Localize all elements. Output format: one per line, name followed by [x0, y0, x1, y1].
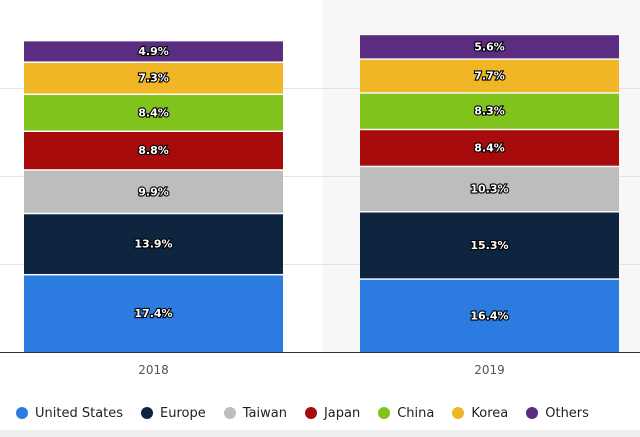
legend-item-others[interactable]: Others: [526, 406, 589, 421]
legend-label: Korea: [471, 405, 509, 421]
bar-segment-taiwan-2018[interactable]: [24, 170, 283, 213]
legend-item-europe[interactable]: Europe: [141, 406, 206, 421]
legend-dot-icon: [378, 407, 391, 419]
bar-segment-united-states-2019[interactable]: [360, 279, 619, 352]
legend-label: China: [397, 405, 435, 421]
bar-segment-china-2019[interactable]: [360, 93, 619, 129]
legend-dot-icon: [16, 407, 28, 419]
bar-segment-europe-2019[interactable]: [360, 212, 619, 279]
legend-dot-icon: [304, 407, 317, 419]
legend-label: Japan: [323, 405, 361, 421]
data-label: 16.4%: [470, 309, 508, 322]
bar-segment-japan-2018[interactable]: [24, 132, 283, 170]
data-label: 8.4%: [138, 106, 169, 119]
data-label: 15.3%: [470, 239, 508, 252]
data-label: 9.9%: [138, 185, 169, 198]
bar-segment-taiwan-2019[interactable]: [360, 167, 619, 212]
data-label: 7.7%: [474, 70, 505, 83]
data-label: 17.4%: [134, 307, 172, 320]
bar-segment-others-2019[interactable]: [360, 35, 619, 59]
data-label: 5.6%: [474, 40, 505, 53]
bottom-strip: [0, 430, 640, 437]
legend-item-china[interactable]: China: [378, 406, 434, 421]
bar-segment-china-2018[interactable]: [24, 95, 283, 131]
legend-dot-icon: [141, 407, 154, 419]
legend-dot-icon: [452, 407, 465, 419]
data-label: 8.4%: [474, 141, 505, 154]
x-axis-ticks: 2018 2019: [138, 363, 505, 377]
x-tick-label: 2018: [138, 363, 169, 377]
stacked-bar-chart: 17.4% 13.9% 9.9% 8.8% 8.4% 7.3% 4.9% 16.4% 15.3%…: [0, 35, 640, 377]
bar-segment-europe-2018[interactable]: [24, 214, 283, 274]
legend-item-taiwan[interactable]: Taiwan: [223, 405, 287, 421]
legend-dot-icon: [223, 407, 236, 419]
legend-item-korea[interactable]: Korea: [452, 406, 508, 421]
data-label: 4.9%: [138, 45, 169, 58]
bars-group: 17.4% 13.9% 9.9% 8.8% 8.4% 7.3% 4.9% 16.4% 15.3%…: [24, 35, 619, 352]
bar-segment-korea-2018[interactable]: [24, 62, 283, 94]
legend: United States Europe Taiwan Japan China …: [0, 400, 640, 426]
legend-label: Europe: [160, 405, 206, 421]
legend-item-japan[interactable]: Japan: [304, 405, 361, 421]
data-label: 10.3%: [470, 183, 508, 196]
legend-label: Others: [545, 405, 589, 421]
data-label: 8.8%: [138, 144, 169, 157]
x-tick-label: 2019: [474, 363, 505, 377]
bar-segment-united-states-2018[interactable]: [24, 275, 283, 352]
bar-segment-others-2018[interactable]: [24, 41, 283, 62]
legend-label: Taiwan: [242, 405, 287, 421]
data-label: 7.3%: [138, 72, 169, 85]
legend-label: United States: [35, 405, 124, 421]
legend-item-united-states[interactable]: United States: [16, 406, 123, 421]
bar-segment-japan-2019[interactable]: [360, 130, 619, 166]
bar-segment-korea-2019[interactable]: [360, 59, 619, 93]
data-label: 8.3%: [474, 105, 505, 118]
data-label: 13.9%: [134, 238, 172, 251]
legend-dot-icon: [526, 407, 539, 419]
